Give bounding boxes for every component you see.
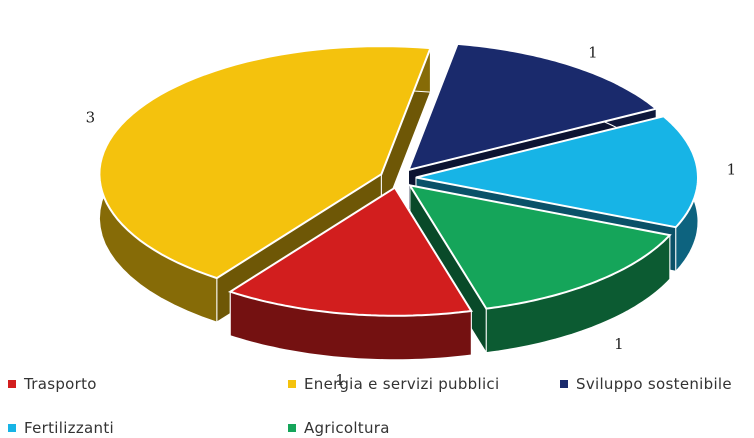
data-labels-layer: 1 1 1 1 3	[86, 44, 737, 389]
data-label-trasporto: 1	[335, 371, 345, 389]
legend-item-trasporto: Trasporto	[8, 372, 97, 396]
slice-fertilizzanti	[415, 115, 699, 229]
data-label-agricoltura: 1	[614, 335, 624, 353]
legend: Trasporto Energia e servizi pubblici Svi…	[0, 366, 754, 438]
slice-sviluppo-sostenibile	[406, 42, 659, 172]
legend-label: Fertilizzanti	[24, 419, 114, 437]
legend-swatch-agricoltura	[288, 424, 296, 432]
legend-label: Agricoltura	[304, 419, 390, 437]
slice-energia-e-servizi-pubblici	[98, 45, 432, 280]
slice-trasporto	[227, 186, 473, 317]
legend-label: Energia e servizi pubblici	[304, 375, 500, 393]
legend-item-fertilizzanti: Fertilizzanti	[8, 416, 114, 438]
legend-swatch-fertilizzanti	[8, 424, 16, 432]
slice-agricoltura	[407, 183, 672, 310]
legend-swatch-trasporto	[8, 380, 16, 388]
data-label-sviluppo-sostenibile: 1	[588, 44, 598, 62]
slice-tops-layer	[98, 42, 699, 317]
legend-item-agricoltura: Agricoltura	[288, 416, 390, 438]
legend-item-sviluppo: Sviluppo sostenibile	[560, 372, 732, 396]
data-label-fertilizzanti: 1	[727, 160, 737, 178]
legend-label: Trasporto	[24, 375, 97, 393]
legend-swatch-sviluppo	[560, 380, 568, 388]
legend-label: Sviluppo sostenibile	[576, 375, 732, 393]
legend-item-energia: Energia e servizi pubblici	[288, 372, 499, 396]
data-label-energia-e-servizi-pubblici: 3	[86, 109, 96, 127]
legend-swatch-energia	[288, 380, 296, 388]
